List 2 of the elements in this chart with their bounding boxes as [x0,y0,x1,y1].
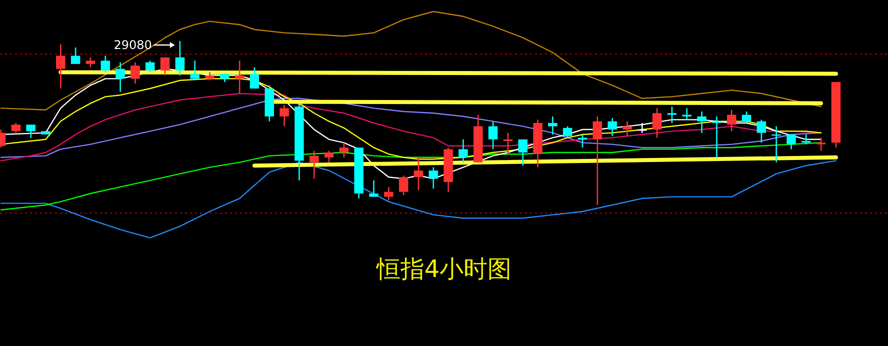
annotation: 29080 [114,38,152,52]
text: 恒指4小时图 [375,255,512,283]
